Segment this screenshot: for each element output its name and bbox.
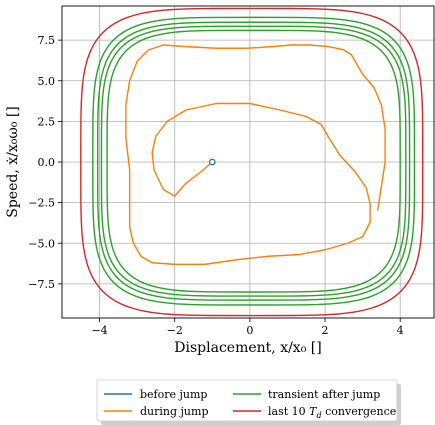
legend-label-during-jump: during jump: [140, 405, 209, 418]
legend-label-convergence-suffix: convergence: [322, 405, 397, 418]
series-layer: [80, 7, 424, 317]
tick-layer: −4 −2 0 2 4 −7.5 −5.0 −2.5 0.0 2.5 5.0 7.5: [28, 34, 403, 337]
y-tick-label: 5.0: [38, 75, 56, 88]
legend-label-convergence-T: T: [309, 405, 318, 418]
legend-label-convergence: last 10 Td convergence: [268, 405, 396, 420]
y-tick-label: −2.5: [28, 197, 55, 210]
y-axis-label: Speed, ẋ/x₀ω₀ []: [5, 106, 21, 218]
series-transient-after-jump-loop: [96, 21, 411, 301]
series-transient-after-jump-loop: [106, 29, 401, 293]
x-tick-label: −4: [91, 324, 107, 337]
y-tick-label: 2.5: [38, 115, 56, 128]
series-before-jump-marker: [208, 158, 216, 166]
legend-label-convergence-prefix: last 10: [268, 405, 309, 418]
series-transient-after-jump-loop: [100, 25, 407, 297]
legend-label-convergence-sub: d: [316, 411, 321, 420]
legend-label-transient: transient after jump: [268, 388, 380, 401]
x-tick-label: −2: [167, 324, 183, 337]
series-last-10-t-d-convergence-loop: [80, 7, 424, 317]
y-axis-label-text: Speed, ẋ/x₀ω₀ []: [5, 106, 21, 218]
y-tick-label: 0.0: [38, 156, 56, 169]
legend-box: [96, 379, 398, 422]
x-tick-label: 4: [397, 324, 404, 337]
x-tick-label: 2: [322, 324, 329, 337]
y-tick-label: 7.5: [38, 34, 56, 47]
legend: before jump during jump transient after …: [96, 379, 401, 425]
y-tick-label: −5.0: [28, 237, 55, 250]
x-tick-label: 0: [246, 324, 253, 337]
legend-label-before-jump: before jump: [140, 388, 207, 401]
grid-lines: [62, 6, 434, 318]
series-transient-after-jump-loop: [92, 16, 416, 306]
y-tick-label: −7.5: [28, 278, 55, 291]
series-during-jump-line: [125, 44, 386, 266]
x-axis-label: Displacement, x/x₀ []: [174, 340, 321, 356]
x-axis-label-text: Displacement, x/x₀ []: [174, 340, 321, 356]
